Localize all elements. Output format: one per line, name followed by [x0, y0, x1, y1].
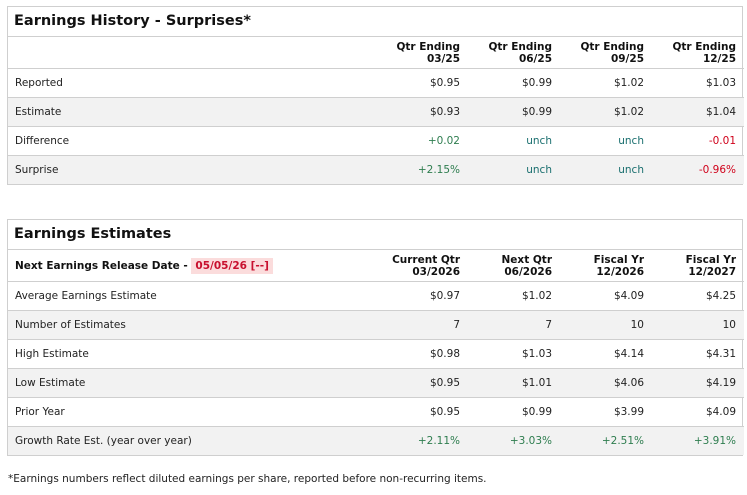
column-header-period: 09/25: [610, 52, 644, 65]
value-cell: $0.98: [376, 339, 468, 369]
value-cell: $1.02: [560, 97, 652, 127]
table-row: Prior Year $0.95 $0.99 $3.99 $4.09: [8, 397, 744, 427]
value-cell: $1.02: [468, 281, 560, 311]
value-cell: +3.03%: [468, 426, 560, 455]
column-header-period: 06/2026: [504, 265, 552, 278]
column-header: Qtr Ending 03/25: [376, 37, 468, 69]
value-cell: $0.99: [468, 68, 560, 98]
column-header: Qtr Ending 12/25: [652, 37, 744, 69]
column-header-label: Current Qtr: [392, 253, 460, 266]
column-header-label: Next Qtr: [501, 253, 552, 266]
value-cell: $1.01: [468, 368, 560, 398]
row-label: Reported: [8, 68, 376, 98]
earnings-history-title: Earnings History - Surprises*: [8, 7, 742, 37]
row-label: High Estimate: [8, 339, 376, 369]
earnings-estimates-table: Next Earnings Release Date - 05/05/26 [-…: [8, 250, 744, 455]
column-header: Current Qtr 03/2026: [376, 250, 468, 282]
row-label: Average Earnings Estimate: [8, 281, 376, 311]
value-cell: $4.09: [560, 281, 652, 311]
column-header-period: 12/2026: [596, 265, 644, 278]
value-cell: $0.99: [468, 97, 560, 127]
value-cell: $0.93: [376, 97, 468, 127]
row-label: Low Estimate: [8, 368, 376, 398]
value-cell: +3.91%: [652, 426, 744, 455]
column-header: Qtr Ending 09/25: [560, 37, 652, 69]
table-row: Estimate $0.93 $0.99 $1.02 $1.04: [8, 97, 744, 127]
next-release-cell: Next Earnings Release Date - 05/05/26 [-…: [8, 250, 376, 282]
column-header-period: 12/25: [702, 52, 736, 65]
header-row: Qtr Ending 03/25 Qtr Ending 06/25 Qtr Ending…: [8, 37, 744, 69]
value-cell: $0.97: [376, 281, 468, 311]
row-label: Difference: [8, 126, 376, 156]
value-cell: unch: [560, 126, 652, 156]
value-cell: 7: [376, 310, 468, 340]
value-cell: $0.99: [468, 397, 560, 427]
table-row: Average Earnings Estimate $0.97 $1.02 $4.09…: [8, 281, 744, 311]
column-header-label: Qtr Ending: [672, 40, 736, 53]
table-row: Growth Rate Est. (year over year) +2.11% +…: [8, 426, 744, 455]
value-cell: +0.02: [376, 126, 468, 156]
header-label-cell: [8, 37, 376, 69]
row-label: Number of Estimates: [8, 310, 376, 340]
value-cell: $0.95: [376, 68, 468, 98]
earnings-history-table: Qtr Ending 03/25 Qtr Ending 06/25 Qtr Ending…: [8, 37, 744, 184]
row-label: Estimate: [8, 97, 376, 127]
value-cell: 10: [560, 310, 652, 340]
table-row: High Estimate $0.98 $1.03 $4.14 $4.31: [8, 339, 744, 369]
value-cell: $4.06: [560, 368, 652, 398]
column-header-period: 03/2026: [412, 265, 460, 278]
value-cell: $4.19: [652, 368, 744, 398]
value-cell: $0.95: [376, 397, 468, 427]
next-release-label: Next Earnings Release Date -: [15, 259, 192, 272]
column-header: Next Qtr 06/2026: [468, 250, 560, 282]
row-label: Surprise: [8, 155, 376, 184]
column-header: Qtr Ending 06/25: [468, 37, 560, 69]
column-header: Fiscal Yr 12/2026: [560, 250, 652, 282]
value-cell: unch: [468, 155, 560, 184]
value-cell: $0.95: [376, 368, 468, 398]
column-header: Fiscal Yr 12/2027: [652, 250, 744, 282]
column-header-period: 06/25: [518, 52, 552, 65]
value-cell: $3.99: [560, 397, 652, 427]
value-cell: $1.03: [652, 68, 744, 98]
value-cell: unch: [560, 155, 652, 184]
value-cell: +2.15%: [376, 155, 468, 184]
table-row: Number of Estimates 7 7 10 10: [8, 310, 744, 340]
value-cell: +2.11%: [376, 426, 468, 455]
value-cell: 7: [468, 310, 560, 340]
value-cell: $4.25: [652, 281, 744, 311]
footnote: *Earnings numbers reflect diluted earnin…: [8, 473, 487, 485]
column-header-period: 03/25: [426, 52, 460, 65]
earnings-history-panel: Earnings History - Surprises* Qtr Ending…: [7, 6, 744, 185]
value-cell: $1.03: [468, 339, 560, 369]
table-row: Surprise +2.15% unch unch -0.96%: [8, 155, 744, 184]
value-cell: $4.31: [652, 339, 744, 369]
next-release-date[interactable]: 05/05/26 [--]: [191, 257, 273, 274]
table-row: Low Estimate $0.95 $1.01 $4.06 $4.19: [8, 368, 744, 398]
value-cell: $4.09: [652, 397, 744, 427]
column-header-label: Qtr Ending: [396, 40, 460, 53]
row-label: Growth Rate Est. (year over year): [8, 426, 376, 455]
earnings-estimates-panel: Earnings Estimates Next Earnings Release…: [7, 219, 744, 456]
value-cell: $1.04: [652, 97, 744, 127]
row-label: Prior Year: [8, 397, 376, 427]
value-cell: -0.96%: [652, 155, 744, 184]
value-cell: +2.51%: [560, 426, 652, 455]
column-header-period: 12/2027: [688, 265, 736, 278]
column-header-label: Qtr Ending: [580, 40, 644, 53]
header-row: Next Earnings Release Date - 05/05/26 [-…: [8, 250, 744, 282]
value-cell: $4.14: [560, 339, 652, 369]
value-cell: -0.01: [652, 126, 744, 156]
column-header-label: Fiscal Yr: [685, 253, 736, 266]
value-cell: 10: [652, 310, 744, 340]
column-header-label: Fiscal Yr: [593, 253, 644, 266]
value-cell: unch: [468, 126, 560, 156]
earnings-estimates-title: Earnings Estimates: [8, 220, 742, 250]
table-row: Reported $0.95 $0.99 $1.02 $1.03: [8, 68, 744, 98]
table-row: Difference +0.02 unch unch -0.01: [8, 126, 744, 156]
value-cell: $1.02: [560, 68, 652, 98]
column-header-label: Qtr Ending: [488, 40, 552, 53]
